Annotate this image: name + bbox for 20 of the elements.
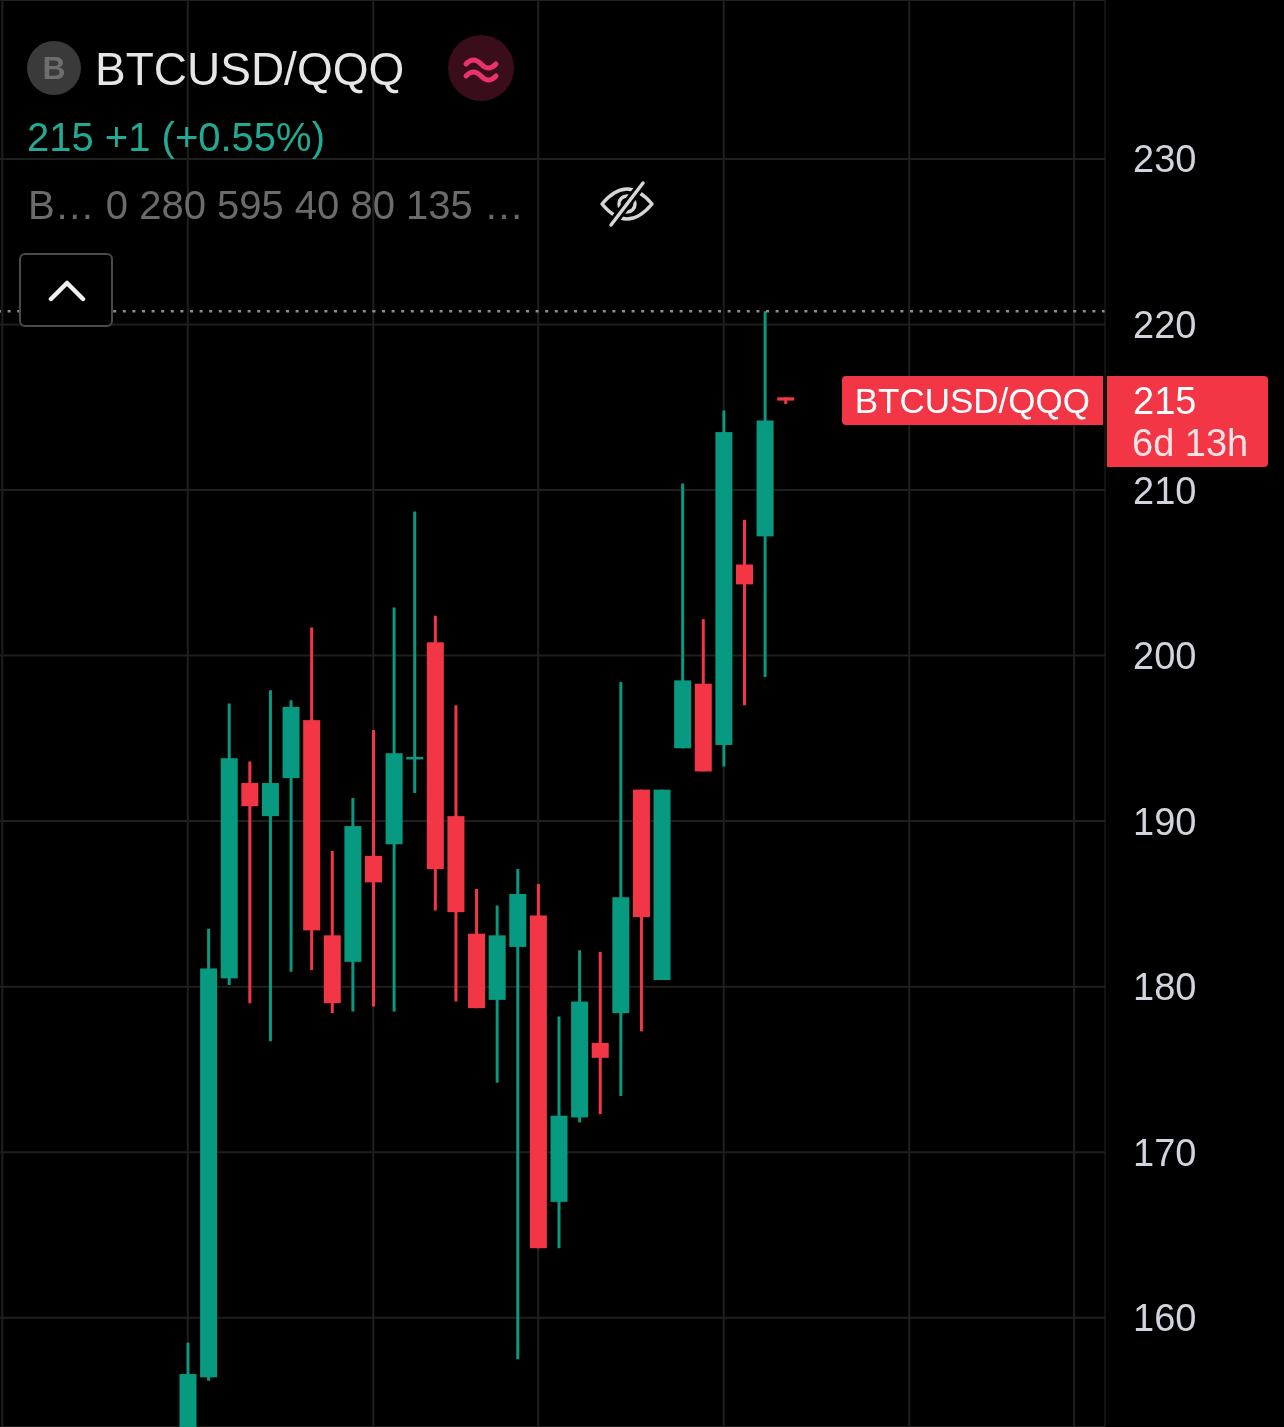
y-tick-label: 220 [1133,303,1197,346]
y-tick-label: 210 [1133,469,1197,512]
candlestick [509,869,527,1361]
text: 215 [1133,380,1197,423]
candlestick [591,950,609,1116]
candlestick [261,690,279,1042]
y-tick-label: 180 [1133,966,1197,1009]
annotation: BTCUSD/QQQ [854,380,1090,421]
y-tick-label: 160 [1133,1297,1197,1340]
y-tick-label: 230 [1133,138,1197,181]
candlestick [736,518,753,707]
text: 215 +1 (+0.55%) [27,115,325,159]
y-tick-label: 200 [1133,635,1197,678]
y-tick-label: 170 [1133,1131,1197,1174]
candlestick [241,761,259,1005]
candlestick [365,730,382,1007]
text: BTCUSD/QQQ [95,43,405,95]
annotation: B… 0 280 595 40 80 135 … [28,183,524,227]
y-tick-label: 190 [1133,800,1197,843]
text: 6d 13h [1132,422,1249,465]
